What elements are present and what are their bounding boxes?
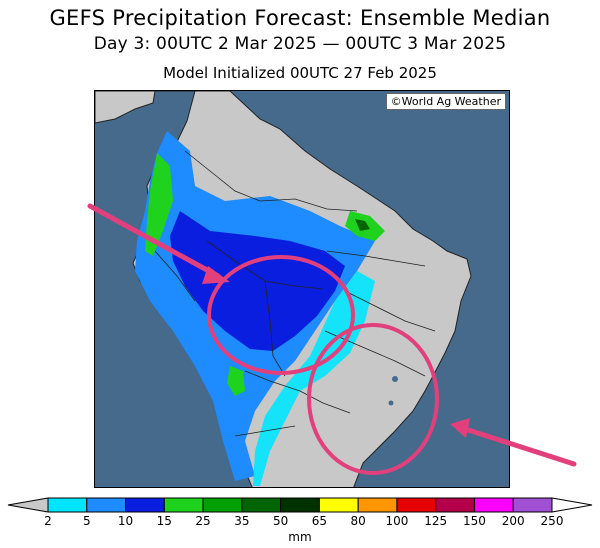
legend-swatch — [280, 497, 320, 513]
legend-swatch — [318, 497, 359, 513]
init-time: Model Initialized 00UTC 27 Feb 2025 — [163, 64, 437, 82]
precip-green-south — [227, 366, 245, 396]
units-label: mm — [288, 530, 312, 544]
color-legend — [7, 497, 593, 513]
highlight-circle-west — [207, 255, 355, 375]
legend-tick-label: 65 — [311, 514, 328, 528]
precip-cyan — [253, 271, 375, 486]
arrow-left-head — [202, 266, 230, 284]
legend-tick-label: 200 — [501, 514, 525, 528]
legend-tick-label: 125 — [424, 514, 448, 528]
legend-tick-label: 25 — [195, 514, 211, 528]
legend-swatch — [47, 497, 88, 513]
legend-swatch — [512, 497, 553, 513]
valid-period: Day 3: 00UTC 2 Mar 2025 — 00UTC 3 Mar 20… — [93, 34, 507, 54]
precip-dkgreen-coast — [355, 219, 370, 231]
country-borders — [154, 150, 436, 437]
legend-swatch — [86, 497, 127, 513]
legend-tick-label: 150 — [463, 514, 486, 528]
credit-label: ©World Ag Weather — [385, 93, 506, 110]
arrow-right-head — [450, 418, 470, 438]
page-title: GEFS Precipitation Forecast: Ensemble Me… — [49, 6, 551, 30]
arrow-left — [87, 203, 221, 279]
precip-map: ©World Ag Weather — [94, 90, 510, 488]
legend-tick-label: 250 — [540, 514, 564, 528]
lake-mark — [392, 376, 398, 382]
legend-swatch — [125, 497, 165, 513]
map-canvas — [95, 91, 472, 487]
legend-tick-label: 50 — [272, 514, 289, 528]
legend-swatch — [473, 497, 514, 513]
lake-mark — [388, 400, 394, 406]
legend-tick-label: 2 — [44, 514, 52, 528]
legend-tick-label: 10 — [117, 514, 134, 528]
legend-swatch — [202, 497, 243, 513]
legend-max-triangle — [551, 497, 593, 513]
legend-tick-label: 35 — [234, 514, 250, 528]
legend-tick-label: 5 — [82, 514, 91, 528]
arrow-right — [459, 425, 577, 467]
precip-green-andes — [145, 153, 173, 256]
legend-swatch — [163, 497, 204, 513]
highlight-circle-east — [307, 323, 439, 475]
legend-tick-label: 15 — [156, 514, 172, 528]
legend-tick-label: 100 — [385, 514, 409, 528]
legend-swatch — [435, 497, 475, 513]
legend-tick-label: 80 — [350, 514, 366, 528]
legend-swatch — [396, 497, 437, 513]
legend-min-triangle — [7, 497, 49, 513]
central-america-land — [95, 91, 156, 124]
legend-swatch — [357, 497, 398, 513]
legend-swatch — [241, 497, 282, 513]
